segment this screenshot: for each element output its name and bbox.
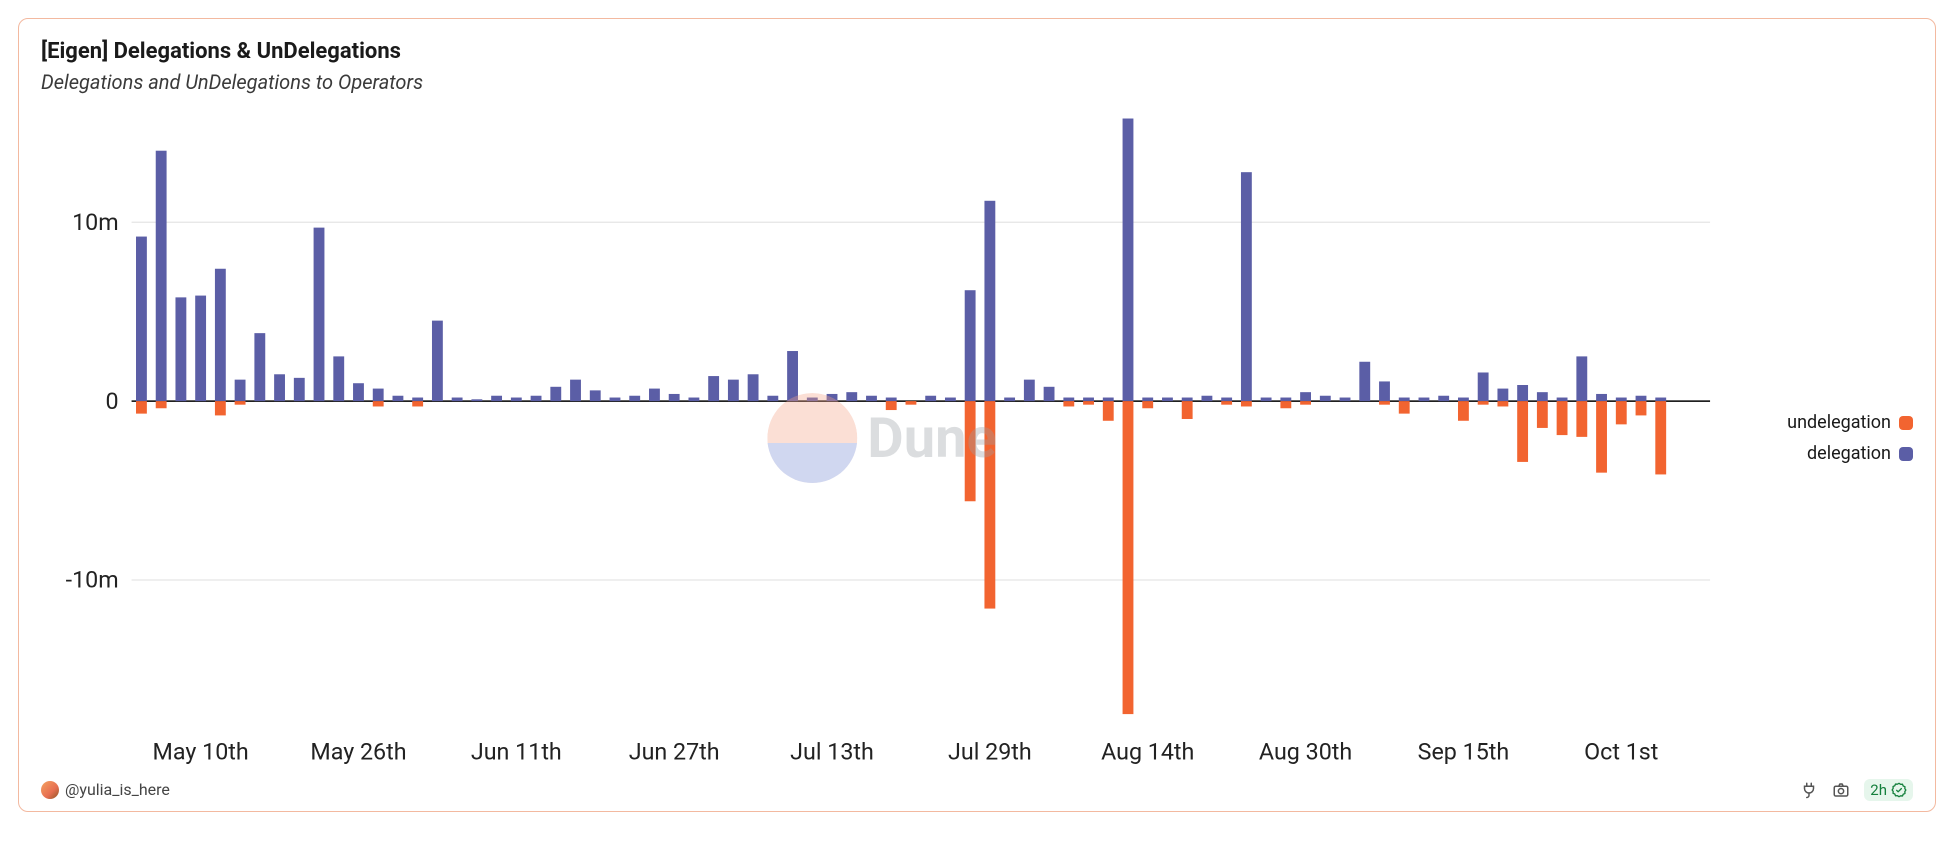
camera-icon[interactable] xyxy=(1832,781,1850,799)
svg-text:Aug 30th: Aug 30th xyxy=(1259,737,1352,765)
legend-label: undelegation xyxy=(1787,412,1891,433)
legend-swatch-undelegation xyxy=(1899,416,1913,430)
chart-card: [Eigen] Delegations & UnDelegations Dele… xyxy=(18,18,1936,812)
svg-text:0: 0 xyxy=(106,387,119,415)
svg-text:May 26th: May 26th xyxy=(310,737,406,765)
svg-text:Aug 14th: Aug 14th xyxy=(1101,737,1194,765)
svg-text:-10m: -10m xyxy=(66,566,119,594)
card-title: [Eigen] Delegations & UnDelegations xyxy=(41,39,1913,64)
svg-text:Oct 1st: Oct 1st xyxy=(1584,737,1658,765)
legend-label: delegation xyxy=(1807,443,1891,464)
bar-chart: -10m 0 10m May 10th May 26th Jun 11th Jun 27t… xyxy=(41,102,1723,775)
chart-row: Dune -10m010m May 10thMay 26thJun 11thJu… xyxy=(41,102,1913,775)
plug-icon[interactable] xyxy=(1800,781,1818,799)
chart-legend: undelegation delegation xyxy=(1723,102,1913,775)
legend-item-delegation[interactable]: delegation xyxy=(1733,443,1913,464)
footer-actions: 2h xyxy=(1800,779,1913,801)
svg-text:Jun 27th: Jun 27th xyxy=(629,737,720,765)
author-handle: @yulia_is_here xyxy=(65,780,170,799)
freshness-badge[interactable]: 2h xyxy=(1864,779,1913,801)
svg-text:Sep 15th: Sep 15th xyxy=(1418,737,1510,765)
x-axis: May 10th May 26th Jun 11th Jun 27th Jul 13th… xyxy=(153,737,1659,765)
chart-bars xyxy=(136,119,1666,715)
chart-area: Dune -10m010m May 10thMay 26thJun 11thJu… xyxy=(41,102,1723,775)
card-footer: @yulia_is_here 2h xyxy=(41,779,1913,801)
freshness-label: 2h xyxy=(1870,781,1887,799)
svg-text:Jun 11th: Jun 11th xyxy=(471,737,562,765)
avatar-icon xyxy=(41,781,59,799)
svg-text:Jul 29th: Jul 29th xyxy=(948,737,1032,765)
svg-text:10m: 10m xyxy=(72,208,119,236)
svg-text:Jul 13th: Jul 13th xyxy=(790,737,874,765)
footer-author[interactable]: @yulia_is_here xyxy=(41,780,170,799)
legend-swatch-delegation xyxy=(1899,447,1913,461)
svg-text:May 10th: May 10th xyxy=(153,737,249,765)
card-subtitle: Delegations and UnDelegations to Operato… xyxy=(41,70,1913,94)
check-badge-icon xyxy=(1891,782,1907,798)
legend-item-undelegation[interactable]: undelegation xyxy=(1733,412,1913,433)
